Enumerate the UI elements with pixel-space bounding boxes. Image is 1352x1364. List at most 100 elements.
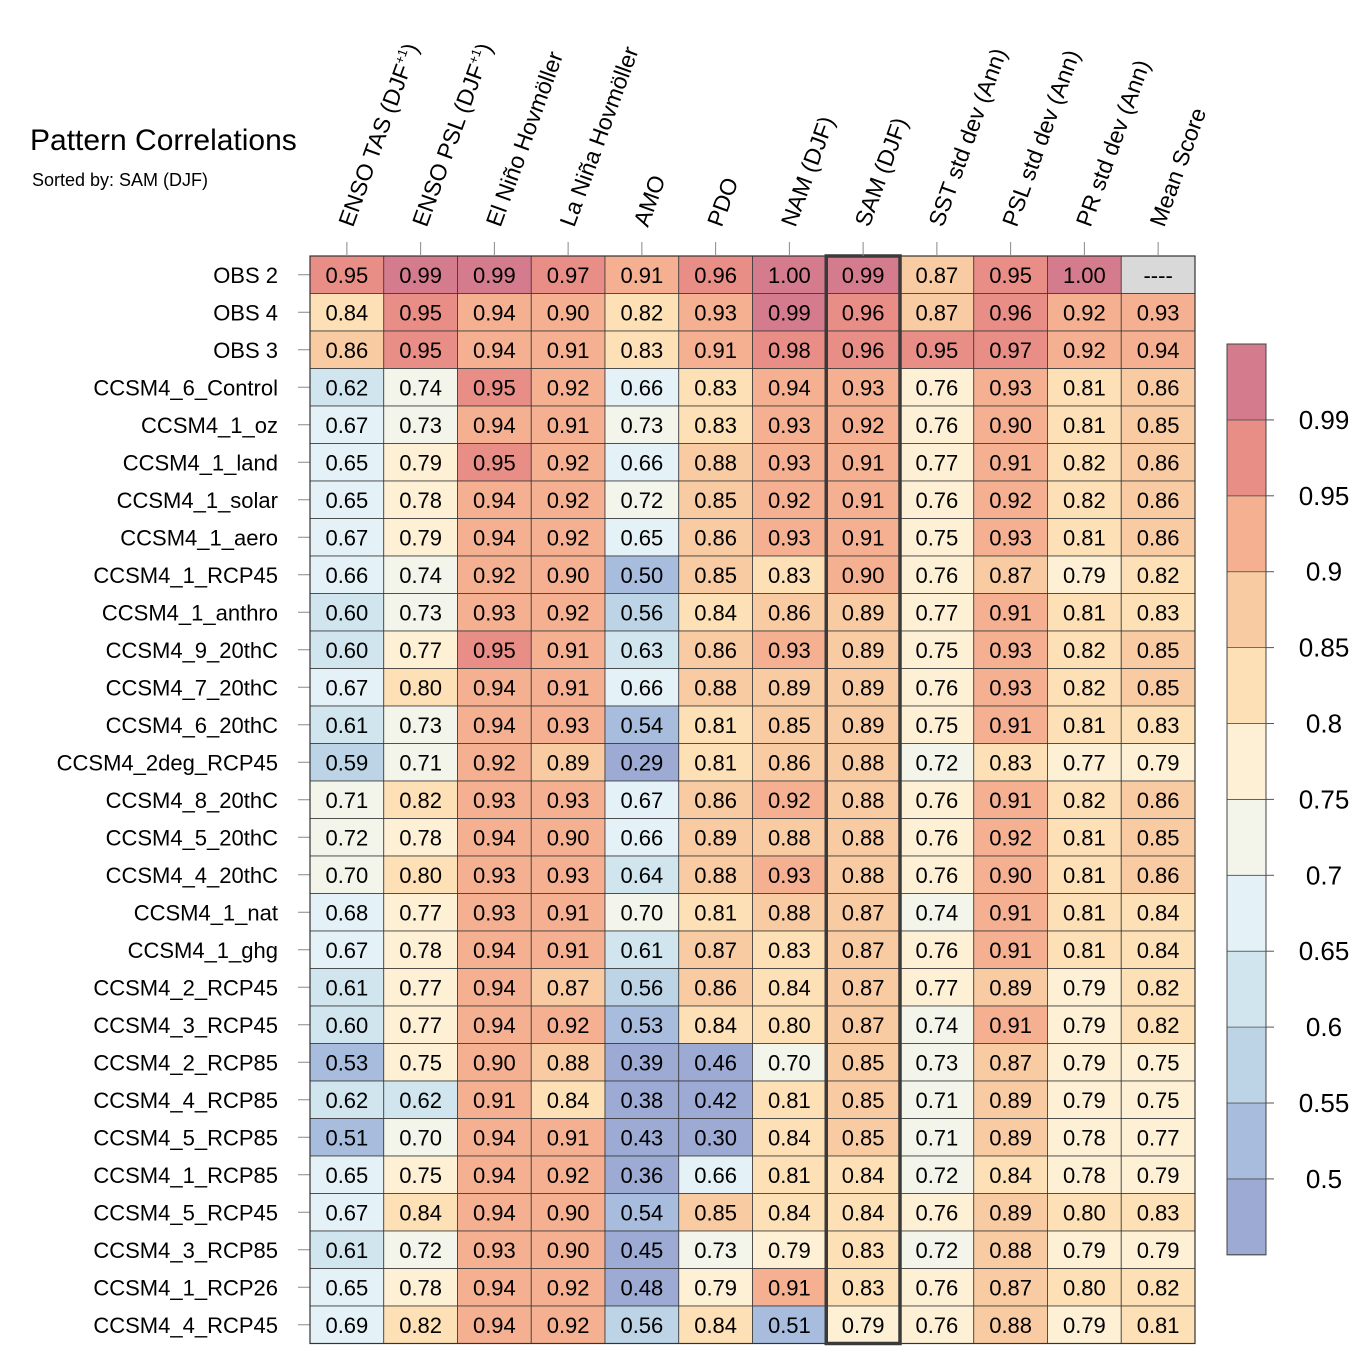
cell-value: 0.85: [842, 1125, 885, 1150]
cell-value: 0.82: [1063, 788, 1106, 813]
colorbar-segment: [1226, 1178, 1267, 1256]
cell-value: 0.88: [842, 750, 885, 775]
heatmap-cell: [383, 1005, 458, 1044]
cell-value: 0.76: [915, 563, 958, 588]
cell-value: 0.91: [842, 450, 885, 475]
heatmap-cell: [309, 293, 385, 332]
cell-value: 0.79: [1137, 1163, 1180, 1188]
cell-value: 0.94: [473, 675, 516, 700]
cell-value: 0.80: [1063, 1275, 1106, 1300]
heatmap-cell: [752, 1305, 827, 1344]
heatmap-cell: [1047, 1230, 1122, 1269]
cell-value: 0.77: [399, 975, 442, 1000]
cell-value: 0.93: [989, 525, 1032, 550]
cell-value: 0.83: [842, 1275, 885, 1300]
cell-value: 0.75: [915, 638, 958, 663]
heatmap-cell: [309, 743, 385, 782]
heatmap-cell: [1120, 1230, 1196, 1269]
cell-value: 0.84: [768, 975, 811, 1000]
cell-value: 0.89: [842, 713, 885, 738]
cell-value: 0.87: [842, 975, 885, 1000]
row-label: CCSM4_1_anthro: [102, 600, 278, 625]
heatmap-cell: [604, 1043, 680, 1082]
cell-value: 0.88: [768, 900, 811, 925]
cell-value: 0.73: [620, 413, 663, 438]
cell-value: 0.29: [620, 750, 663, 775]
heatmap-cell: [530, 293, 606, 332]
cell-value: 0.79: [1137, 1238, 1180, 1263]
cell-value: 0.79: [1063, 975, 1106, 1000]
heatmap-cell: [825, 593, 901, 632]
row-label: CCSM4_4_RCP45: [93, 1313, 278, 1338]
heatmap-cell: [825, 818, 901, 857]
cell-value: 0.86: [1137, 788, 1180, 813]
heatmap-cell: [457, 405, 532, 444]
heatmap-cell: [678, 930, 753, 969]
cell-value: 0.83: [694, 413, 737, 438]
heatmap-cell: [752, 668, 827, 707]
heatmap-cell: [1047, 968, 1122, 1007]
heatmap-cell: [530, 1118, 606, 1157]
cell-value: 0.94: [473, 413, 516, 438]
cell-value: 0.84: [399, 1200, 442, 1225]
cell-value: 0.91: [989, 1013, 1032, 1038]
heatmap-cell: [752, 443, 827, 482]
heatmap-cell: [530, 818, 606, 857]
cell-value: 0.95: [325, 263, 368, 288]
heatmap-cell: [383, 555, 458, 594]
cell-value: 0.73: [399, 713, 442, 738]
heatmap-cell: [309, 630, 385, 669]
cell-value: 0.93: [768, 450, 811, 475]
cell-value: 0.79: [399, 450, 442, 475]
colorbar-label: 0.95: [1299, 481, 1350, 511]
row-label: OBS 4: [213, 300, 278, 325]
cell-value: 0.81: [1063, 413, 1106, 438]
cell-value: 0.83: [1137, 600, 1180, 625]
cell-value: 0.76: [915, 375, 958, 400]
cell-value: 0.97: [547, 263, 590, 288]
cell-value: 0.93: [989, 638, 1032, 663]
heatmap-cell: [604, 968, 680, 1007]
heatmap-cell: [604, 518, 680, 557]
heatmap-cell: [1120, 593, 1196, 632]
cell-value: 0.65: [620, 525, 663, 550]
cell-value: 0.94: [473, 975, 516, 1000]
heatmap-cell: [1047, 1005, 1122, 1044]
cell-value: 0.74: [399, 375, 442, 400]
cell-value: 0.86: [768, 750, 811, 775]
heatmap-cell: [1120, 1005, 1196, 1044]
cell-value: 0.81: [1063, 900, 1106, 925]
chart-title: Pattern Correlations: [30, 124, 297, 157]
cell-value: 0.61: [620, 938, 663, 963]
cell-value: 0.50: [620, 563, 663, 588]
column-label: PDO: [702, 174, 743, 230]
heatmap-cell: [1120, 1268, 1196, 1307]
cell-value: 0.85: [768, 713, 811, 738]
heatmap-cell: [1120, 330, 1196, 369]
cell-value: 0.67: [325, 1200, 368, 1225]
heatmap-cell: [457, 368, 532, 407]
cell-value: 0.67: [325, 675, 368, 700]
cell-value: 0.94: [1137, 338, 1180, 363]
heatmap-cell: [530, 593, 606, 632]
cell-value: 0.67: [325, 525, 368, 550]
cell-value: 0.92: [1063, 338, 1106, 363]
heatmap-cell: [530, 780, 606, 819]
cell-value: 0.93: [768, 863, 811, 888]
cell-value: 0.82: [1063, 450, 1106, 475]
cell-value: 0.81: [768, 1163, 811, 1188]
row-label: CCSM4_1_ghg: [128, 938, 278, 963]
cell-value: 0.78: [399, 825, 442, 850]
cell-value: 0.94: [473, 338, 516, 363]
cell-value: 0.76: [915, 1200, 958, 1225]
cell-value: 0.76: [915, 488, 958, 513]
heatmap-cell: [457, 1155, 532, 1194]
heatmap-cell: [1047, 255, 1122, 294]
cell-value: 0.85: [1137, 638, 1180, 663]
heatmap-cell: [752, 743, 827, 782]
cell-value: 0.98: [768, 338, 811, 363]
row-label: CCSM4_8_20thC: [106, 788, 279, 813]
cell-value: 0.56: [620, 1313, 663, 1338]
heatmap-cell: [604, 1230, 680, 1269]
cell-value: 0.81: [1137, 1313, 1180, 1338]
